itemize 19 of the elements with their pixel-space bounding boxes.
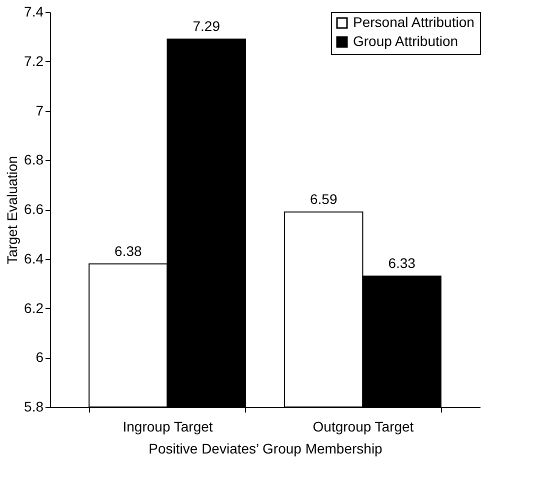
y-tick-label: 6 bbox=[36, 349, 44, 366]
y-tick-label: 7 bbox=[36, 102, 44, 118]
legend-label: Group Attribution bbox=[353, 33, 458, 49]
data-label: 6.33 bbox=[388, 255, 416, 272]
y-tick-label: 6.4 bbox=[24, 250, 44, 266]
data-label: 7.29 bbox=[192, 18, 220, 34]
legend-label: Personal Attribution bbox=[353, 14, 474, 30]
y-tick-label: 7.2 bbox=[24, 52, 44, 69]
x-tick-label: Outgroup Target bbox=[312, 418, 414, 434]
y-tick-label: 6.2 bbox=[24, 300, 44, 316]
y-tick-label: 7.4 bbox=[24, 4, 44, 20]
y-axis-title: Target Evaluation bbox=[4, 156, 20, 264]
data-label: 6.59 bbox=[310, 190, 338, 207]
x-tick-label: Ingroup Target bbox=[122, 418, 213, 434]
data-label: 6.38 bbox=[114, 242, 142, 259]
y-tick-label: 6.6 bbox=[24, 201, 44, 217]
y-tick-label: 5.8 bbox=[24, 398, 44, 414]
x-axis-title: Positive Deviates’ Group Membership bbox=[148, 440, 383, 456]
y-tick-label: 6.8 bbox=[24, 152, 44, 168]
